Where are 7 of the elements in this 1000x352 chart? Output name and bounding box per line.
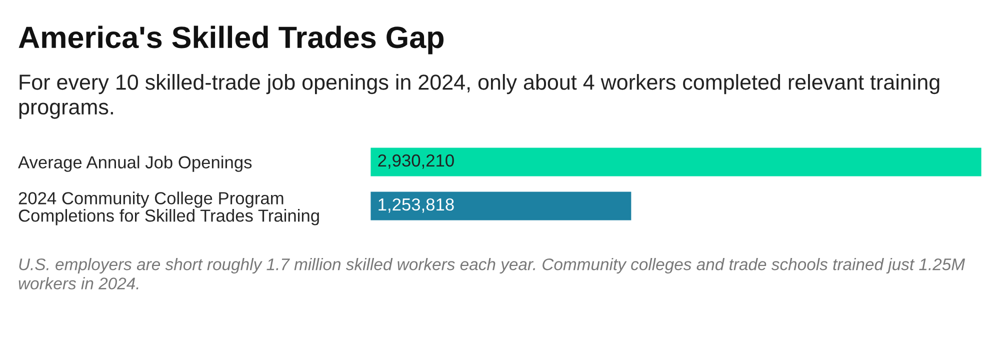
data-label: 1,253,818 bbox=[378, 198, 454, 213]
text: U.S. employers are short roughly 1.7 million skilled workers each year. Community colleges and trade schools trained just 1.25M workers in 2024. bbox=[18, 258, 966, 290]
y-tick-label: Average Annual Job Openings bbox=[18, 156, 252, 172]
y-tick-label: 2024 Community College Program Completions for Skilled Trades Training bbox=[18, 192, 319, 226]
chart-subtitle: For every 10 skilled-trade job openings in 2024, only about 4 workers completed relevant training programs. bbox=[19, 74, 940, 119]
chart-title: America's Skilled Trades Gap bbox=[18, 26, 444, 54]
data-label: 2,930,210 bbox=[378, 154, 454, 169]
